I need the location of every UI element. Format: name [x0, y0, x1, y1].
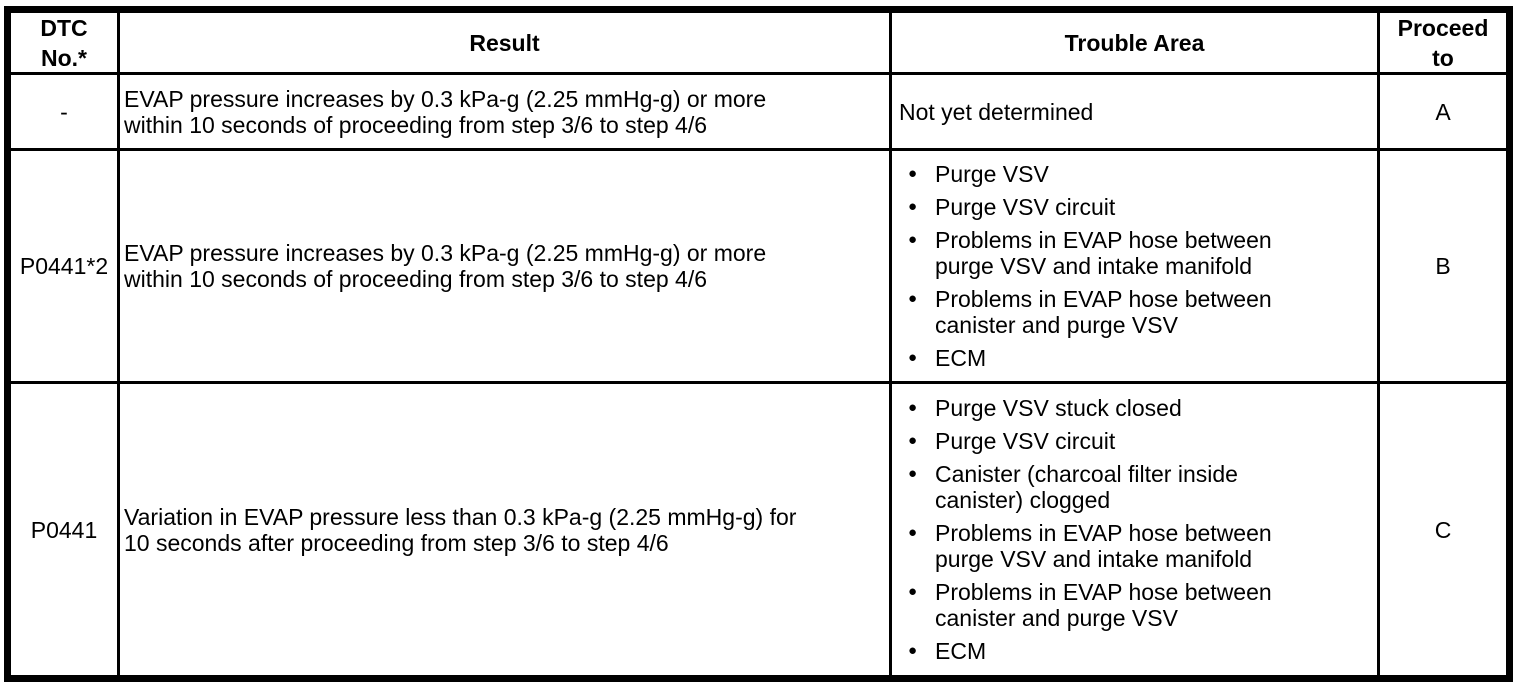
bullet-icon: ● [908, 465, 918, 482]
trouble-item: ● Problems in EVAP hose between purge VSV… [908, 227, 1377, 279]
proceed-to-cell: B [1380, 151, 1506, 384]
trouble-item-text: Problems in EVAP hose between canister a… [935, 579, 1272, 631]
result-cell: Variation in EVAP pressure less than 0.3… [120, 384, 892, 675]
trouble-item: ● Problems in EVAP hose between canister … [908, 286, 1377, 338]
bullet-icon: ● [908, 198, 918, 215]
trouble-item-text: ECM [935, 638, 987, 664]
bullet-icon: ● [908, 524, 918, 541]
trouble-item-text: Problems in EVAP hose between purge VSV … [935, 227, 1272, 279]
trouble-item-text: Purge VSV [935, 161, 1049, 187]
bullet-icon: ● [908, 165, 918, 182]
bullet-icon: ● [908, 642, 918, 659]
trouble-area-cell: ● Purge VSV stuck closed ● Purge VSV circui… [892, 384, 1380, 675]
trouble-item-text: Purge VSV stuck closed [935, 395, 1182, 421]
dtc-diagnosis-table: DTC No.* Result Trouble Area Proceed to … [4, 6, 1513, 682]
result-cell: EVAP pressure increases by 0.3 kPa-g (2.… [120, 75, 892, 151]
trouble-area-cell: Not yet determined [892, 75, 1380, 151]
dtc-no-cell: - [11, 75, 120, 151]
proceed-to-cell: C [1434, 516, 1452, 543]
trouble-item: ● Purge VSV [908, 161, 1377, 187]
bullet-icon: ● [908, 399, 918, 416]
bullet-icon: ● [908, 290, 918, 307]
header-cell-trouble-area: Trouble Area [892, 13, 1380, 75]
trouble-item: ● Problems in EVAP hose between purge VSV… [908, 520, 1377, 572]
trouble-item-text: Purge VSV circuit [935, 194, 1116, 220]
dtc-no-cell: P0441 [11, 384, 120, 675]
trouble-item: ● Canister (charcoal filter inside canist… [908, 461, 1377, 513]
trouble-item-text: Problems in EVAP hose between canister a… [935, 286, 1272, 338]
header-cell-proceed-to: Proceed to [1380, 13, 1506, 75]
trouble-item: ● ECM [908, 345, 1377, 371]
proceed-to-cell: A [1380, 75, 1506, 151]
trouble-item: ● Purge VSV circuit [908, 428, 1377, 454]
header-cell-result: Result [120, 13, 892, 75]
trouble-item: ● ECM [908, 638, 1377, 664]
trouble-item-text: Canister (charcoal filter inside caniste… [935, 461, 1238, 513]
trouble-item-text: ECM [935, 345, 987, 371]
bullet-icon: ● [908, 583, 918, 600]
result-cell: EVAP pressure increases by 0.3 kPa-g (2.… [120, 151, 892, 384]
header-cell-dtc-no: DTC No.* [11, 13, 120, 75]
trouble-item: ● Purge VSV circuit [908, 194, 1377, 220]
dtc-no-cell: P0441*2 [11, 151, 120, 384]
bullet-icon: ● [908, 231, 918, 248]
trouble-item: ● Purge VSV stuck closed [908, 395, 1377, 421]
trouble-item-text: Purge VSV circuit [935, 428, 1116, 454]
trouble-area-cell: ● Purge VSV ● Purge VSV circuit ● Problems in… [892, 151, 1380, 384]
trouble-item: ● Problems in EVAP hose between canister … [908, 579, 1377, 631]
trouble-item-text: Problems in EVAP hose between purge VSV … [935, 520, 1272, 572]
bullet-icon: ● [908, 349, 918, 366]
bullet-icon: ● [908, 432, 918, 449]
